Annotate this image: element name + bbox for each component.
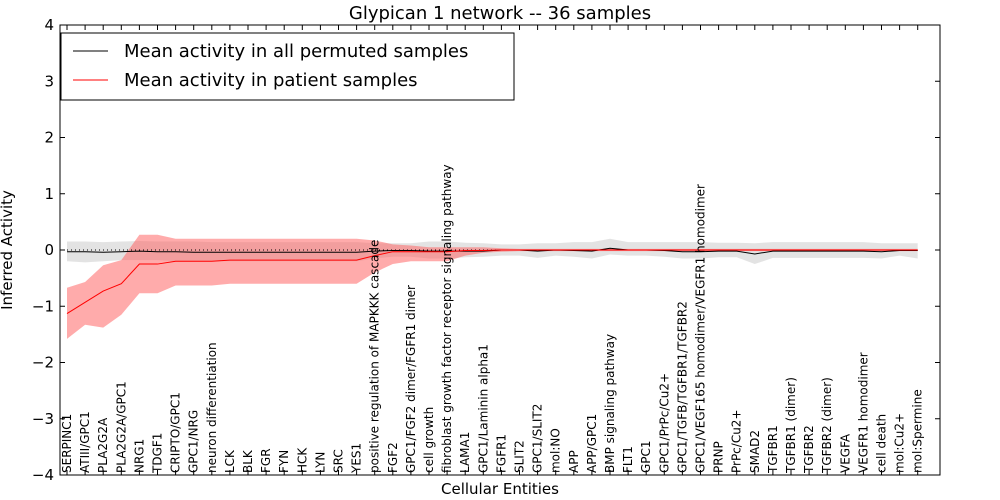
legend: Mean activity in all permuted samples Mea… bbox=[60, 32, 515, 101]
x-tick-label: FGFR1 bbox=[494, 434, 508, 473]
x-tick-label: GPC1/PrPc/Cu2+ bbox=[657, 373, 671, 473]
x-tick-label: TGFBR2 (dimer) bbox=[820, 377, 834, 474]
y-tick-label: −2 bbox=[32, 354, 54, 372]
x-tick-label: mol:Cu2+ bbox=[893, 413, 907, 473]
x-tick-label: SRC bbox=[332, 449, 346, 473]
x-tick-label: PrPc/Cu2+ bbox=[730, 409, 744, 473]
x-tick-label: PRNP bbox=[712, 441, 726, 473]
x-tick-label: GPC1/VEGF165 homodimer/VEGFR1 homodimer bbox=[694, 184, 708, 473]
x-tick-label: CRIPTO/GPC1 bbox=[169, 392, 183, 473]
series-lines bbox=[66, 247, 918, 314]
x-tick-label: FGF2 bbox=[386, 442, 400, 473]
x-tick-label: LYN bbox=[313, 452, 327, 473]
x-tick-label: VEGFA bbox=[838, 433, 852, 473]
y-tick-label: 2 bbox=[44, 129, 54, 147]
x-tick-label: FYN bbox=[277, 450, 291, 473]
x-tick-label: GPC1 bbox=[639, 440, 653, 473]
x-tick-label: PLA2G2A bbox=[96, 417, 110, 473]
y-tick-label: 4 bbox=[44, 16, 54, 34]
x-tick-label: HCK bbox=[295, 447, 309, 473]
y-tick-label: −4 bbox=[32, 466, 54, 484]
x-tick-label: APP/GPC1 bbox=[585, 414, 599, 473]
x-tick-label: GPC1/SLIT2 bbox=[531, 404, 545, 473]
chart-title: Glypican 1 network -- 36 samples bbox=[349, 3, 651, 24]
x-tick-label: LCK bbox=[223, 449, 237, 473]
x-tick-label: APP bbox=[567, 450, 581, 473]
band-patient bbox=[67, 234, 918, 339]
x-tick-label: BMP signaling pathway bbox=[603, 334, 617, 473]
x-tick-label: GPC1/Laminin alpha1 bbox=[476, 344, 490, 473]
y-tick-label: 0 bbox=[44, 241, 54, 259]
x-tick-label: fibroblast growth factor receptor signal… bbox=[440, 164, 454, 473]
legend-label: Mean activity in patient samples bbox=[124, 70, 418, 91]
x-axis-label: Cellular Entities bbox=[441, 480, 559, 498]
x-tick-label: NRG1 bbox=[132, 439, 146, 473]
legend-label: Mean activity in all permuted samples bbox=[124, 41, 468, 62]
x-axis: SERPINC1 ATIII/GPC1 PLA2G2A PLA2G2A/GPC1 NRG… bbox=[60, 25, 925, 475]
x-tick-label: PLA2G2A/GPC1 bbox=[114, 381, 128, 473]
x-tick-label: GPC1/TGFB/TGFBR1/TGFBR2 bbox=[675, 301, 689, 473]
x-tick-label: BLK bbox=[241, 449, 255, 473]
series-line-patient bbox=[66, 249, 918, 314]
x-tick-label: SMAD2 bbox=[748, 430, 762, 473]
x-tick-label: YES1 bbox=[350, 443, 364, 474]
x-tick-label: GPC1/FGF2 dimer/FGFR1 dimer bbox=[404, 285, 418, 473]
x-tick-label: cell death bbox=[875, 414, 889, 473]
y-axis: −4 −3 −2 −1 0 1 2 3 4 bbox=[32, 16, 940, 484]
x-tick-label: SLIT2 bbox=[513, 440, 527, 473]
x-tick-label: mol:Spermine bbox=[911, 389, 925, 473]
x-tick-label: LAMA1 bbox=[458, 432, 472, 473]
y-tick-label: 3 bbox=[44, 72, 54, 90]
y-axis-label: Inferred Activity bbox=[0, 190, 16, 310]
x-tick-label: TGFBR1 bbox=[766, 425, 780, 474]
y-tick-label: −3 bbox=[32, 410, 54, 428]
x-tick-label: SERPINC1 bbox=[60, 414, 74, 473]
y-tick-label: −1 bbox=[32, 297, 54, 315]
x-tick-label: TGFBR2 bbox=[802, 425, 816, 474]
x-tick-label: VEGFR1 homodimer bbox=[856, 352, 870, 473]
y-tick-label: 1 bbox=[44, 185, 54, 203]
x-tick-label: FGR bbox=[259, 448, 273, 473]
x-tick-label: cell growth bbox=[422, 407, 436, 473]
legend-box bbox=[60, 32, 515, 101]
x-tick-label: TDGF1 bbox=[151, 433, 165, 474]
x-tick-label: neuron differentiation bbox=[205, 342, 219, 473]
x-tick-label: GPC1/NRG bbox=[187, 410, 201, 473]
x-tick-label: positive regulation of MAPKKK cascade bbox=[368, 240, 382, 473]
x-tick-label: mol:NO bbox=[549, 428, 563, 473]
x-tick-label: TGFBR1 (dimer) bbox=[784, 377, 798, 474]
x-tick-label: FLT1 bbox=[621, 446, 635, 473]
confidence-bands bbox=[67, 234, 918, 339]
x-tick-label: ATIII/GPC1 bbox=[78, 411, 92, 473]
